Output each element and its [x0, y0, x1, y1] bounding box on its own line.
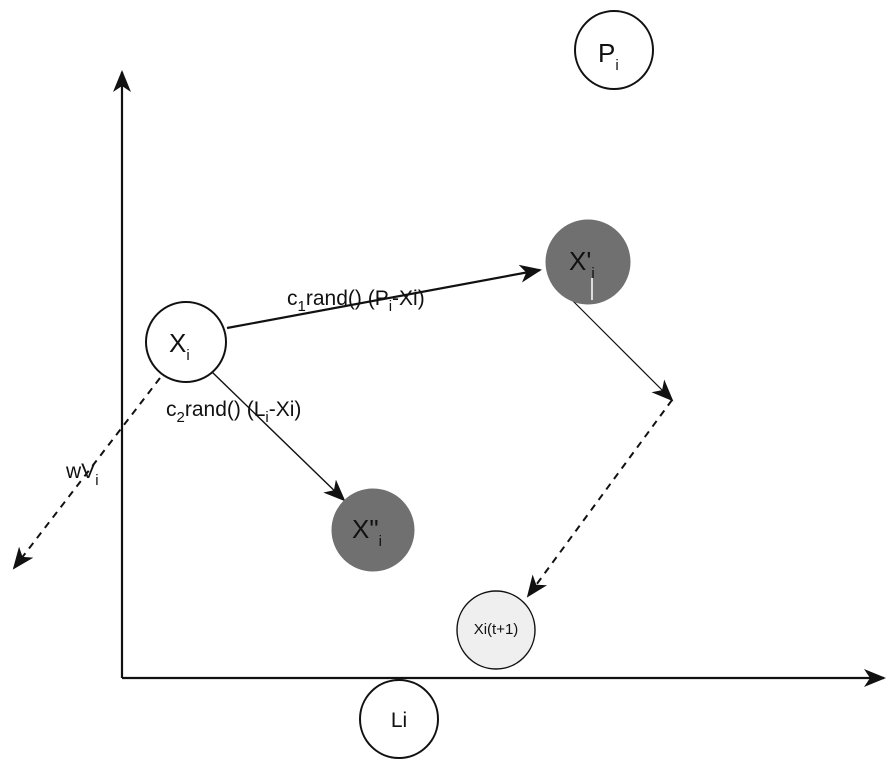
- node-p: Pi: [574, 10, 654, 90]
- node-x-next-circle: [456, 590, 536, 670]
- node-x-prime-label: X'i: [569, 246, 595, 282]
- node-x-double-prime-circle: [331, 488, 415, 572]
- node-x-double-prime: X"i: [331, 488, 415, 572]
- arrow-corner-to-x-next: [526, 399, 673, 598]
- node-xi-label: Xi: [169, 328, 190, 364]
- node-xi-circle: [145, 301, 227, 383]
- node-p-circle: [574, 10, 654, 90]
- arrow-xi-to-x-prime: [226, 264, 542, 330]
- node-x-prime-circle: [545, 219, 631, 305]
- node-x-prime: X'i: [545, 219, 631, 305]
- node-l: Li: [359, 679, 439, 759]
- label-c2-term: c2rand() (Li-Xi): [166, 398, 301, 426]
- node-l-label: Li: [391, 709, 407, 732]
- node-p-label: Pi: [598, 38, 619, 74]
- arrow-wv-inertia: [12, 377, 161, 570]
- label-c1-term: c1rand() (Pi-Xi): [287, 287, 425, 315]
- node-x-double-prime-label: X"i: [352, 514, 382, 550]
- node-x-next-label: Xi(t+1): [474, 621, 519, 638]
- node-l-circle: [359, 679, 439, 759]
- label-wv-term: wVi: [65, 460, 99, 489]
- arrow-xi-to-x-double-prime: [211, 371, 346, 502]
- arrow-x-prime-to-corner: [571, 299, 674, 402]
- node-xi: Xi: [145, 301, 227, 383]
- node-x-next: Xi(t+1): [456, 590, 536, 670]
